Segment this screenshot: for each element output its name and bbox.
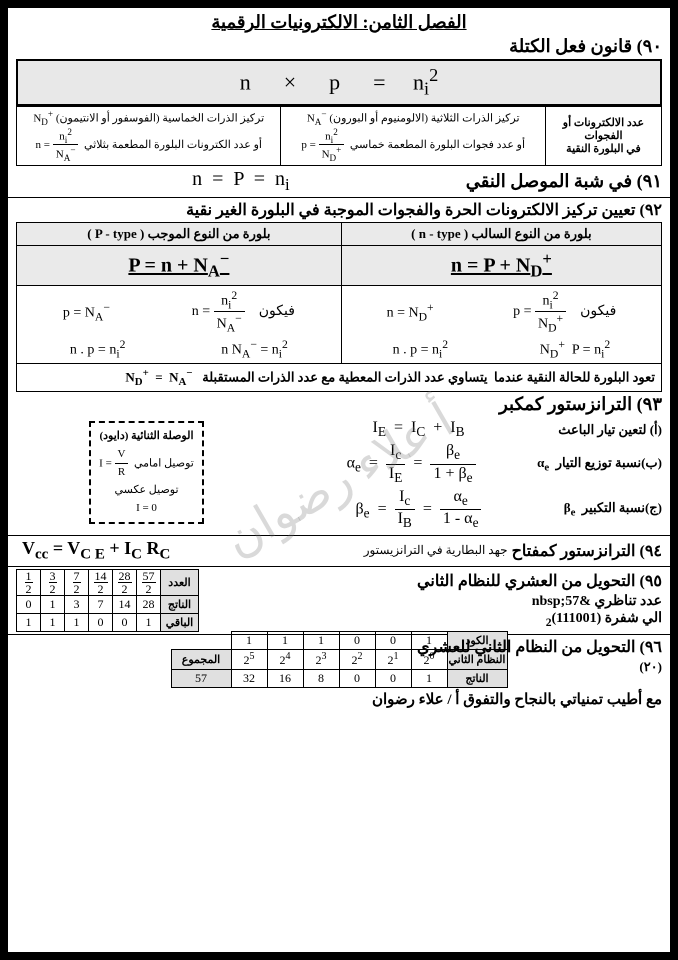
section-92-table: بلورة من النوع السالب ( n - type ) بلورة…: [16, 222, 662, 392]
footer-text: مع أطيب تمنياتي بالنجاح والتفوق أ / علاء…: [372, 690, 662, 709]
separator: [8, 566, 670, 567]
section-94: ٩٤) الترانزستور كمفتاح جهد البطارية في ا…: [16, 538, 662, 564]
ptype-head: بلورة من النوع الموجب ( P - type ): [17, 223, 342, 246]
s95-line1: عدد تناظري &nbsp;57: [209, 593, 662, 610]
emitter-label: (أ) لتعين تيار الباعث: [552, 422, 662, 438]
emitter-eq: IE = IC + IB: [285, 419, 552, 440]
diode-zero: I = 0: [99, 500, 194, 518]
p-r1b: p = NA−: [63, 301, 110, 323]
section-95-title: ٩٥) التحويل من العشري للنظام الثاني: [209, 571, 662, 591]
ntype-main: n = P + ND+: [341, 246, 661, 286]
n-r2b: n . p = ni2: [393, 338, 448, 360]
p-r2a: n NA− = ni2: [221, 338, 288, 360]
beta-eq: βe = IcIB = αe1 - αe: [285, 488, 552, 531]
div-row-remainder: 111 001 الباقي: [17, 613, 199, 631]
col2-l1: تركيز الذرات الثلاثية (الالومنيوم أو الب…: [285, 109, 540, 127]
p-r2b: n . p = ni2: [70, 338, 125, 360]
division-table: 12 32 72 142 282 572 العدد 013 71428 الن…: [16, 569, 199, 632]
page: أ علاء رضوان الفصل الثامن: الالكترونيات …: [6, 6, 672, 954]
diode-forward: توصيل امامي I = VR: [99, 446, 194, 482]
n-r1b: n = ND+: [387, 301, 434, 323]
section-94-note: جهد البطارية في الترانزيستور: [364, 543, 508, 558]
col3-l1: تركيز الذرات الخماسية (الفوسفور أو الانت…: [21, 109, 276, 127]
page-number: (٢٠): [639, 659, 662, 675]
n-r1a: فيكون p = ni2ND+: [513, 289, 616, 335]
n-r2a: ND+ P = ni2: [540, 338, 610, 360]
ntype-head: بلورة من النوع السالب ( n - type ): [341, 223, 661, 246]
diode-title: الوصلة الثنائية (دايود): [99, 428, 194, 446]
section-93-body: (أ) لتعين تيار الباعث IE = IC + IB (ب)نس…: [16, 417, 662, 533]
section-94-title: ٩٤) الترانزستور كمفتاح: [508, 541, 662, 561]
alpha-label: (ب)نسبة توزيع التيار αe: [537, 455, 662, 474]
p-r1a: فيكون n = ni2NA−: [192, 289, 295, 335]
footer: مع أطيب تمنياتي بالنجاح والتفوق أ / علاء…: [16, 690, 662, 709]
alpha-eq: αe = IcIE = βe1 + βe: [285, 442, 537, 485]
col1-head: عدد الالكترونات أو الفجواتفي البلورة الن…: [545, 106, 661, 166]
separator: [8, 535, 670, 536]
div-row-num: 12 32 72 142 282 572 العدد: [17, 569, 199, 595]
mass-action-formula: n × p = ni2: [16, 59, 662, 106]
separator: [8, 197, 670, 198]
col2-l2: أو عدد فجوات البلورة المطعمة خماسي p = n…: [285, 127, 540, 164]
crystal-return-note: تعود البلورة للحالة النقية عندما يتساوي …: [17, 364, 662, 392]
ptype-main: P = n + NA−: [17, 246, 342, 286]
section-91-title: ٩١) في شبة الموصل النقي: [466, 171, 662, 192]
beta-label: (ج)نسبة التكبير βe: [552, 500, 662, 519]
section-91-eq: n = P = ni: [16, 168, 466, 195]
div-row-result: 013 71428 الناتج: [17, 595, 199, 613]
division-table-wrap: 12 32 72 142 282 572 العدد 013 71428 الن…: [16, 569, 199, 632]
diode-box: الوصلة الثنائية (دايود) توصيل امامي I = …: [89, 421, 204, 524]
section-95: ٩٥) التحويل من العشري للنظام الثاني عدد …: [16, 569, 662, 632]
section-93-title: ٩٣) الترانزستور كمكبر: [16, 394, 662, 415]
section-90-title: ٩٠) قانون فعل الكتلة: [16, 36, 662, 57]
chapter-title: الفصل الثامن: الالكترونيات الرقمية: [16, 12, 662, 33]
s95-line2: الي شفرة 2(111001): [209, 610, 662, 629]
diode-reverse: توصيل عكسي: [99, 482, 194, 500]
mass-action-table: عدد الالكترونات أو الفجواتفي البلورة الن…: [16, 106, 662, 167]
col3-l2: أو عدد الكترونات البلورة المطعمة بثلاثي …: [21, 127, 276, 164]
section-94-eq: Vcc = VC E + IC RC: [16, 538, 364, 564]
section-92-title: ٩٢) تعيين تركيز الالكترونات الحرة والفجو…: [16, 200, 662, 220]
section-91: ٩١) في شبة الموصل النقي n = P = ni: [16, 168, 662, 195]
